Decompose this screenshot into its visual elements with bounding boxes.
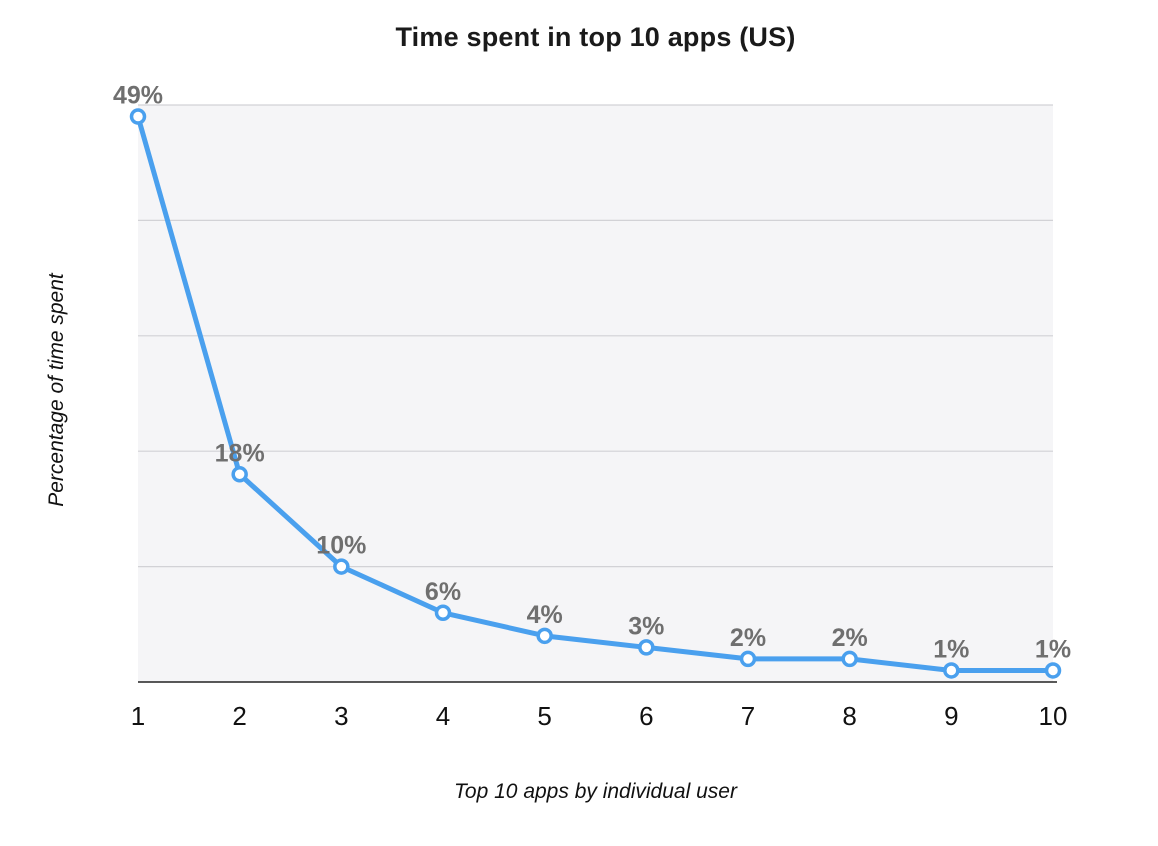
data-point-marker[interactable] — [231, 466, 248, 483]
data-point-label: 1% — [933, 635, 969, 663]
x-tick-label: 2 — [232, 701, 246, 731]
x-tick-label: 7 — [741, 701, 755, 731]
data-point-marker[interactable] — [943, 662, 960, 679]
data-point-marker[interactable] — [638, 639, 655, 656]
x-tick-label: 4 — [436, 701, 450, 731]
data-point-marker[interactable] — [739, 650, 757, 668]
data-point-label: 10% — [316, 532, 366, 560]
data-point-marker[interactable] — [129, 108, 147, 125]
x-tick-label: 9 — [944, 701, 958, 731]
data-point-label: 4% — [527, 601, 563, 629]
x-tick-label: 6 — [639, 701, 653, 731]
data-point-marker[interactable] — [841, 650, 858, 668]
data-point-label: 49% — [113, 82, 163, 110]
data-point-label: 3% — [628, 612, 664, 640]
data-point-label: 2% — [832, 624, 868, 652]
data-point-label: 18% — [215, 439, 265, 467]
data-point-label: 2% — [730, 624, 766, 652]
data-line — [135, 114, 1056, 673]
x-tick-label: 8 — [842, 701, 856, 731]
data-point-marker[interactable] — [434, 604, 452, 622]
plot-area-background — [138, 105, 1053, 682]
x-tick-label: 1 — [131, 701, 145, 731]
x-tick-label: 10 — [1039, 701, 1068, 731]
x-tick-label: 5 — [537, 701, 551, 731]
x-axis-title: Top 10 apps by individual user — [454, 780, 737, 803]
data-point-marker[interactable] — [333, 558, 350, 575]
chart-title: Time spent in top 10 apps (US) — [395, 22, 796, 52]
data-point-marker[interactable] — [536, 627, 553, 645]
data-point-label: 6% — [425, 578, 461, 606]
data-point-marker[interactable] — [1044, 662, 1062, 679]
data-point-label: 1% — [1035, 635, 1071, 663]
x-tick-label: 3 — [334, 701, 348, 731]
